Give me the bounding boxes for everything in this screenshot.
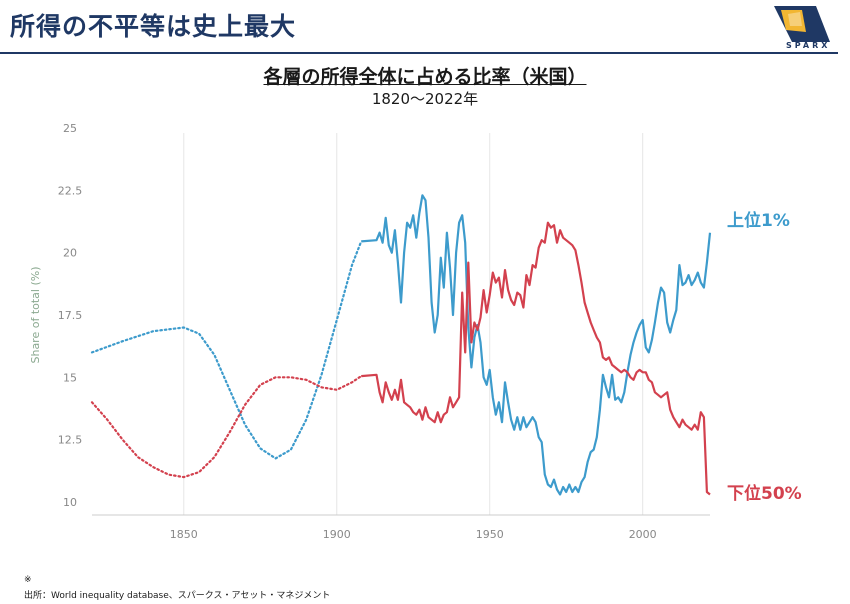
y-tick-label: 22.5 [58,184,83,197]
line-chart: 1850 1900 1950 2000 10 12.5 15 17.5 20 22.5 25 Shar… [29,122,712,541]
sparx-logo [774,6,830,42]
logo-text: SPARX [786,41,831,50]
y-tick-label: 15 [63,371,77,384]
y-axis-label: Share of total (%) [29,266,42,363]
series-top1-estimated-line [90,240,363,460]
chart-subtitle: 1820〜2022年 [371,90,479,108]
note-mark: ※ [24,575,32,585]
chart-title: 各層の所得全体に占める比率（米国） [263,66,587,88]
x-tick-label: 1850 [170,528,198,541]
series-label-bottom50: 下位50% [727,484,802,504]
series-bottom50-line [361,221,711,496]
series-top1-line [361,194,712,496]
y-tick-label: 12.5 [58,434,83,447]
series-bottom50-estimated-line [90,375,363,479]
plot-area [92,133,710,515]
y-tick-label: 20 [63,247,77,260]
series-label-top1: 上位1% [727,211,790,231]
x-tick-label: 1950 [476,528,504,541]
x-tick-label: 1900 [323,528,351,541]
slide-title: 所得の不平等は史上最大 [10,12,297,41]
y-tick-label: 17.5 [58,309,83,322]
source-note: 出所：World inequality database、スパークス・アセット・… [24,591,331,601]
x-tick-label: 2000 [629,528,657,541]
y-tick-label: 10 [63,496,77,509]
title-rule [0,52,838,54]
y-tick-label: 25 [63,122,77,135]
